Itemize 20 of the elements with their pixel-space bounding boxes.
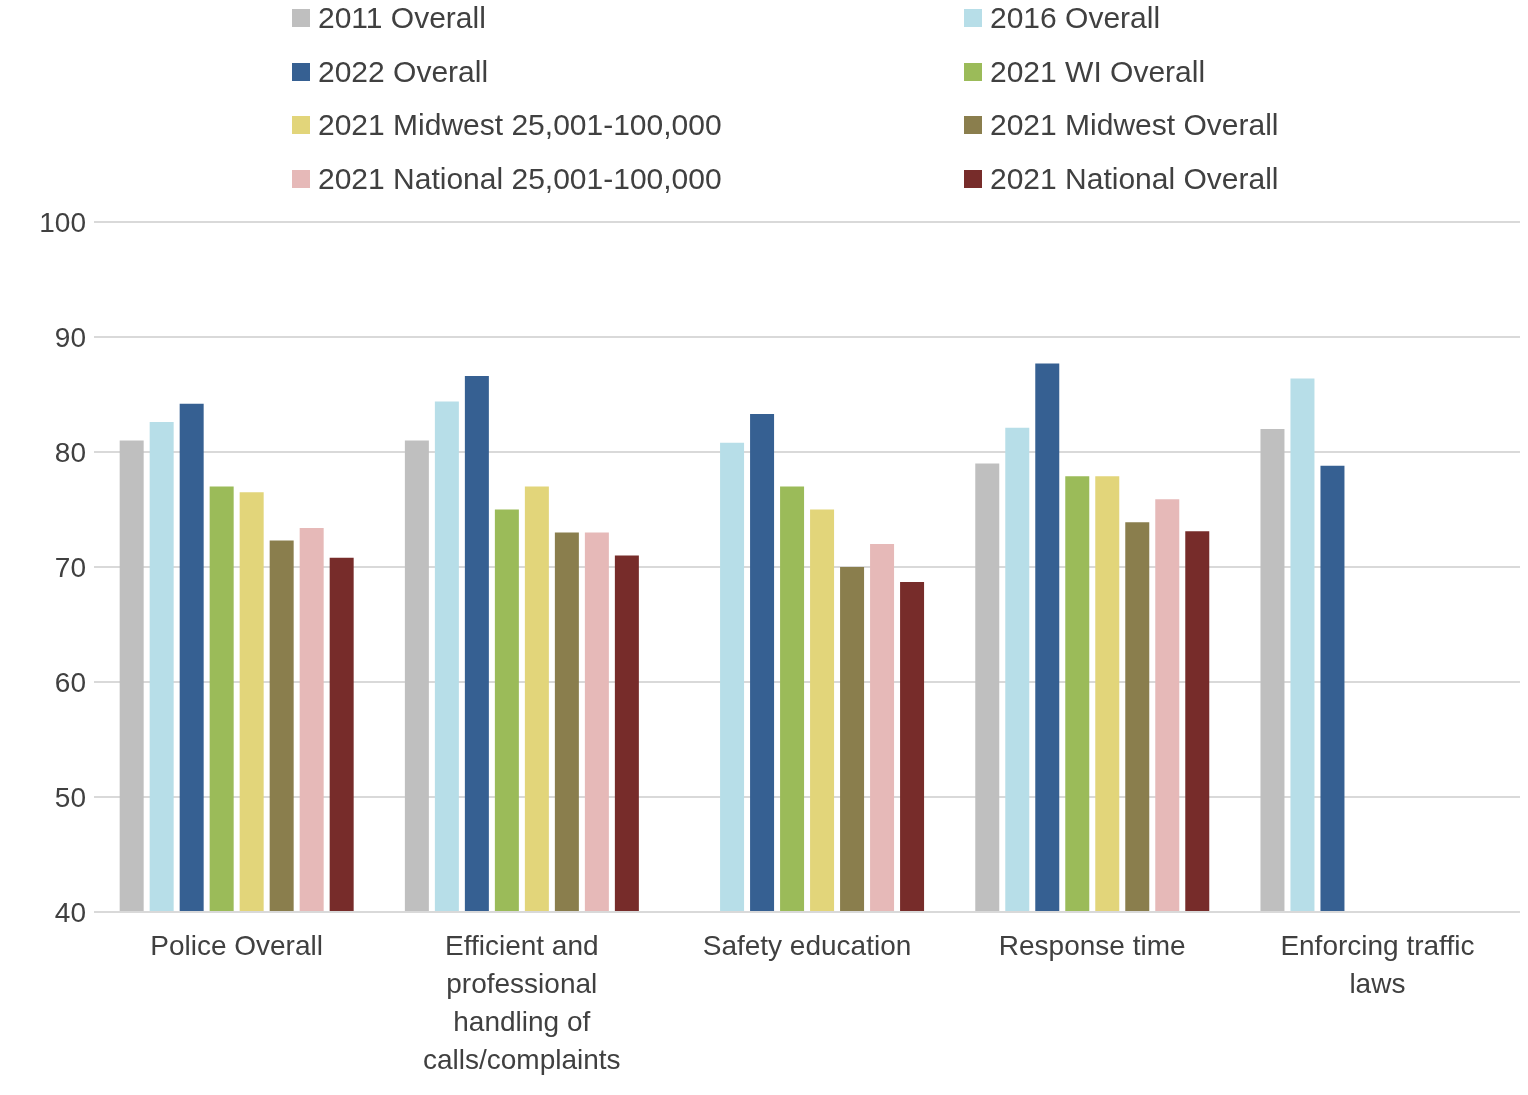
x-tick-label: Response time — [998, 930, 1186, 962]
y-tick-label: 100 — [39, 206, 86, 238]
legend-label: 2021 Midwest Overall — [990, 108, 1279, 142]
y-tick-label: 90 — [54, 321, 86, 353]
x-tick-label: Safety education — [702, 930, 912, 962]
legend-label: 2022 Overall — [318, 54, 489, 89]
legend-label: 2021 National Overall — [990, 161, 1279, 196]
legend-label: 2016 Overall — [990, 1, 1161, 35]
y-tick-label: 40 — [54, 896, 86, 928]
x-tick-label: Enforcing traffic laws — [1280, 930, 1475, 999]
legend-label: 2021 WI Overall — [990, 54, 1206, 89]
legend-label: 2011 Overall — [318, 1, 486, 35]
x-tick-label: Efficient and professional handling of calls/complaints — [422, 930, 621, 1075]
y-tick-label: 60 — [54, 666, 86, 698]
y-tick-label: 50 — [54, 781, 86, 813]
y-tick-label: 70 — [54, 551, 86, 583]
y-tick-label: 80 — [54, 436, 86, 468]
legend-label: 2021 Midwest 25,001-100,000 — [318, 108, 722, 142]
legend-label: 2021 National 25,001-100,000 — [318, 161, 722, 196]
x-tick-label: Police Overall — [150, 930, 323, 962]
